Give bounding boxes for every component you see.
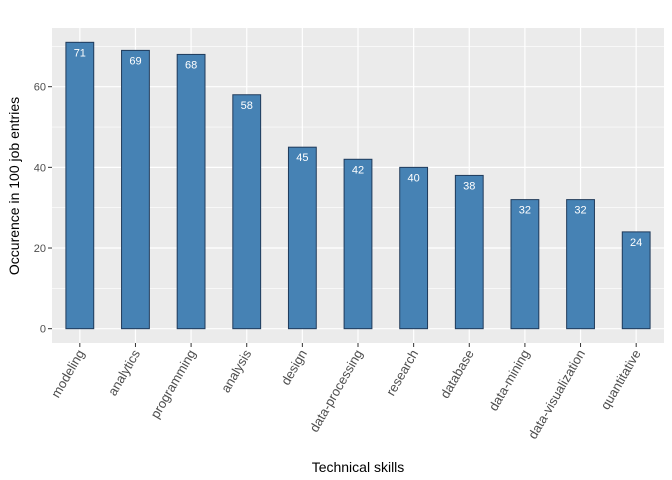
x-tick-label: analytics xyxy=(105,347,144,399)
y-tick-label: 60 xyxy=(34,82,46,94)
x-tick-label: database xyxy=(437,347,477,401)
x-tick-label: programming xyxy=(147,347,198,421)
y-tick-label: 40 xyxy=(34,162,46,174)
bar-value-label: 69 xyxy=(129,55,141,67)
bar-value-label: 42 xyxy=(352,164,364,176)
bar-database xyxy=(454,174,484,330)
bar-data-visualization xyxy=(566,199,595,330)
bar-value-label: 40 xyxy=(408,172,420,184)
bar-data-mining xyxy=(510,199,540,330)
bar-data-processing xyxy=(343,158,373,330)
bar-quantitative xyxy=(621,231,651,330)
x-axis-title: Technical skills xyxy=(312,459,405,475)
y-tick-label: 0 xyxy=(40,324,46,336)
x-tick-label: analysis xyxy=(218,347,255,396)
bar-value-label: 24 xyxy=(630,237,642,249)
x-tick-label: data-visualization xyxy=(525,347,588,441)
bar-programming xyxy=(176,53,206,330)
bar-value-label: 71 xyxy=(74,47,86,59)
bar-value-label: 38 xyxy=(463,180,475,192)
y-axis-title: Occurence in 100 job entries xyxy=(6,97,22,275)
bars xyxy=(65,41,651,330)
bar-research xyxy=(399,166,429,330)
bar-modeling xyxy=(65,41,95,330)
bar-value-label: 45 xyxy=(296,152,308,164)
x-tick-label: modeling xyxy=(48,347,87,400)
bar-design xyxy=(287,146,317,330)
bar-value-labels: 71 69 68 58 45 42 40 38 32 32 24 xyxy=(74,47,643,249)
x-tick-label: data-processing xyxy=(306,347,365,435)
bar-value-label: 58 xyxy=(241,100,253,112)
bar-analytics xyxy=(121,49,150,330)
x-tick-label: data-mining xyxy=(486,347,533,413)
x-axis: modeling analytics programming analysis desi… xyxy=(48,343,644,441)
bar-value-label: 32 xyxy=(519,205,531,217)
x-tick-label: quantitative xyxy=(598,347,644,412)
x-tick-label: design xyxy=(278,347,310,388)
y-tick-label: 20 xyxy=(34,243,46,255)
bar-value-label: 68 xyxy=(185,59,197,71)
x-tick-label: research xyxy=(383,347,421,398)
bar-analysis xyxy=(232,94,262,330)
y-axis: 0 20 40 60 xyxy=(34,82,52,336)
bar-value-label: 32 xyxy=(574,205,586,217)
